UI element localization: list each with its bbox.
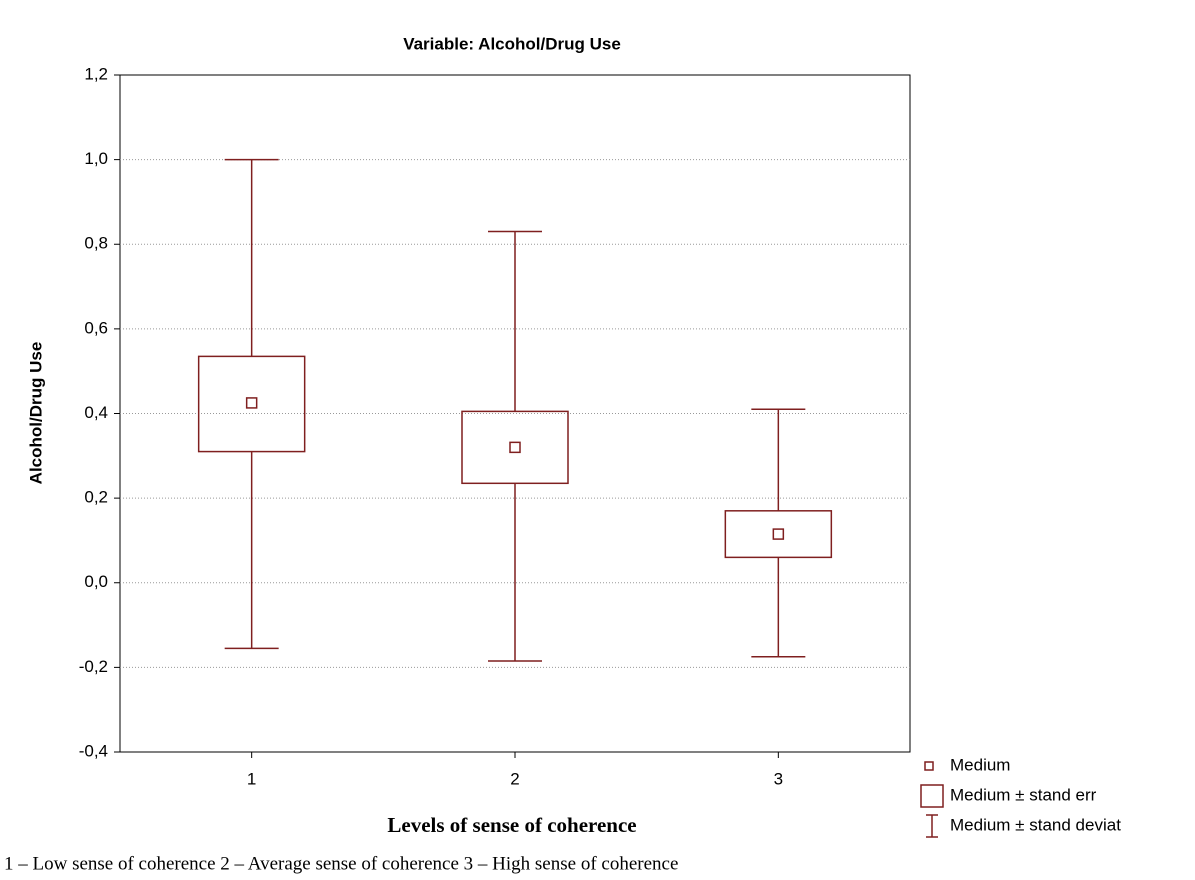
legend-label: Medium ± stand err xyxy=(950,785,1097,804)
y-axis-label: Alcohol/Drug Use xyxy=(26,342,45,485)
chart-title: Variable: Alcohol/Drug Use xyxy=(403,34,621,53)
y-tick-label: 0,6 xyxy=(84,318,108,337)
y-tick-label: -0,2 xyxy=(79,657,108,676)
x-axis-label: Levels of sense of coherence xyxy=(387,813,636,837)
x-tick-label: 1 xyxy=(247,769,256,788)
se-box xyxy=(461,410,569,485)
y-tick-label: 0,4 xyxy=(84,403,108,422)
y-tick-label: 0,8 xyxy=(84,234,108,253)
mean-marker xyxy=(772,528,785,540)
se-box xyxy=(197,355,306,453)
legend-label: Medium xyxy=(950,755,1010,774)
mean-marker xyxy=(245,397,258,409)
x-tick-label: 2 xyxy=(510,769,519,788)
y-tick-label: 0,0 xyxy=(84,572,108,591)
x-tick-label: 3 xyxy=(774,769,783,788)
se-box xyxy=(724,510,833,559)
y-tick-label: 0,2 xyxy=(84,488,108,507)
mean-marker xyxy=(509,441,521,454)
y-tick-label: -0,4 xyxy=(79,741,108,760)
legend-symbol xyxy=(920,784,944,808)
legend-label: Medium ± stand deviat xyxy=(950,815,1121,834)
footnote: 1 – Low sense of coherence 2 – Average s… xyxy=(4,853,678,874)
y-tick-label: 1,0 xyxy=(84,149,108,168)
y-tick-label: 1,2 xyxy=(84,64,108,83)
legend-symbol xyxy=(924,761,934,771)
